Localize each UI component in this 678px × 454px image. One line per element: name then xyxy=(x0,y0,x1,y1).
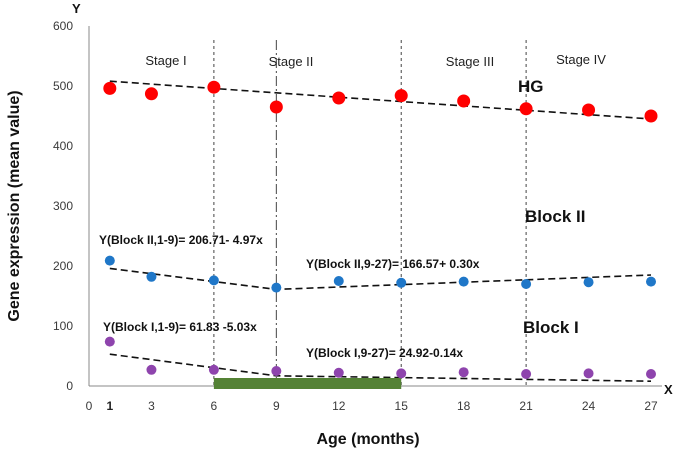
data-points xyxy=(103,80,658,379)
point-block-i-24 xyxy=(583,368,594,379)
x-tick-label-24: 24 xyxy=(582,399,596,413)
stage-label-3: Stage III xyxy=(446,54,494,69)
point-block-i-15 xyxy=(396,368,407,379)
block1-label: Block I xyxy=(523,318,579,337)
stage-boundaries xyxy=(213,40,527,386)
y-axis-letter: Y xyxy=(72,1,81,16)
trend-line-block-ii xyxy=(109,267,652,291)
point-block-ii-18 xyxy=(458,276,469,287)
point-block-ii-21 xyxy=(521,279,532,289)
point-block-i-18 xyxy=(458,367,469,378)
y-tick-label-500: 500 xyxy=(53,79,73,93)
y-tick-label-300: 300 xyxy=(53,199,73,213)
x-axis-letter: X xyxy=(664,382,673,397)
point-block-ii-27 xyxy=(646,276,656,287)
point-hg-24 xyxy=(582,103,596,117)
point-block-i-3 xyxy=(146,364,157,375)
x-tick-label-6: 6 xyxy=(211,399,218,413)
x-tick-label-15: 15 xyxy=(395,399,409,413)
highlight-bar-layer xyxy=(213,378,402,389)
equation-block2-late: Y(Block II,9-27)= 166.57+ 0.30x xyxy=(306,257,480,271)
equation-block1-late: Y(Block I,9-27)= 24.92-0.14x xyxy=(306,346,463,360)
point-block-i-21 xyxy=(521,369,532,379)
point-block-ii-6 xyxy=(208,275,219,286)
x-tick-label-18: 18 xyxy=(457,399,471,413)
point-block-i-12 xyxy=(333,367,344,378)
stage-label-2: Stage II xyxy=(269,54,314,69)
x-tick-label-21: 21 xyxy=(519,399,533,413)
y-tick-label-100: 100 xyxy=(53,319,73,333)
hg-label: HG xyxy=(518,77,544,96)
x-tick-label-0: 0 xyxy=(86,399,93,413)
y-tick-label-400: 400 xyxy=(53,139,73,153)
point-block-i-6 xyxy=(208,364,219,375)
point-block-i-1 xyxy=(104,336,115,347)
point-block-ii-1 xyxy=(104,255,115,266)
point-hg-1 xyxy=(103,81,117,95)
point-block-ii-15 xyxy=(396,277,407,288)
point-block-ii-3 xyxy=(146,271,157,282)
point-block-i-9 xyxy=(271,366,282,376)
x-axis-title: Age (months) xyxy=(316,431,419,448)
point-block-ii-9 xyxy=(271,282,282,293)
stage-label-4: Stage IV xyxy=(556,52,606,67)
y-tick-label-600: 600 xyxy=(53,19,73,33)
point-block-ii-24 xyxy=(583,277,594,288)
point-block-i-27 xyxy=(646,369,656,379)
point-hg-18 xyxy=(457,94,471,108)
point-hg-9 xyxy=(269,100,283,114)
point-block-ii-12 xyxy=(333,276,344,286)
equation-block1-early: Y(Block I,1-9)= 61.83 -5.03x xyxy=(103,320,257,334)
point-hg-3 xyxy=(144,87,158,101)
x-tick-label-12: 12 xyxy=(332,399,346,413)
x-tick-label-9: 9 xyxy=(273,399,280,413)
x-tick-label-3: 3 xyxy=(148,399,155,413)
stage-label-1: Stage I xyxy=(145,53,186,68)
point-hg-21 xyxy=(519,102,533,116)
x-tick-label-27: 27 xyxy=(644,399,658,413)
y-axis-title: Gene expression (mean value) xyxy=(6,90,23,321)
y-tick-label-200: 200 xyxy=(53,259,73,273)
x-tick-label-1: 1 xyxy=(106,399,113,413)
equation-block2-early: Y(Block II,1-9)= 206.71- 4.97x xyxy=(99,233,263,247)
point-hg-12 xyxy=(332,91,346,105)
y-tick-label-0: 0 xyxy=(66,379,73,393)
point-hg-27 xyxy=(644,109,658,123)
point-hg-15 xyxy=(394,89,408,103)
block2-label: Block II xyxy=(525,207,585,226)
highlight-bar xyxy=(213,378,402,389)
trend-line-hg xyxy=(109,80,652,120)
point-hg-6 xyxy=(207,80,221,94)
